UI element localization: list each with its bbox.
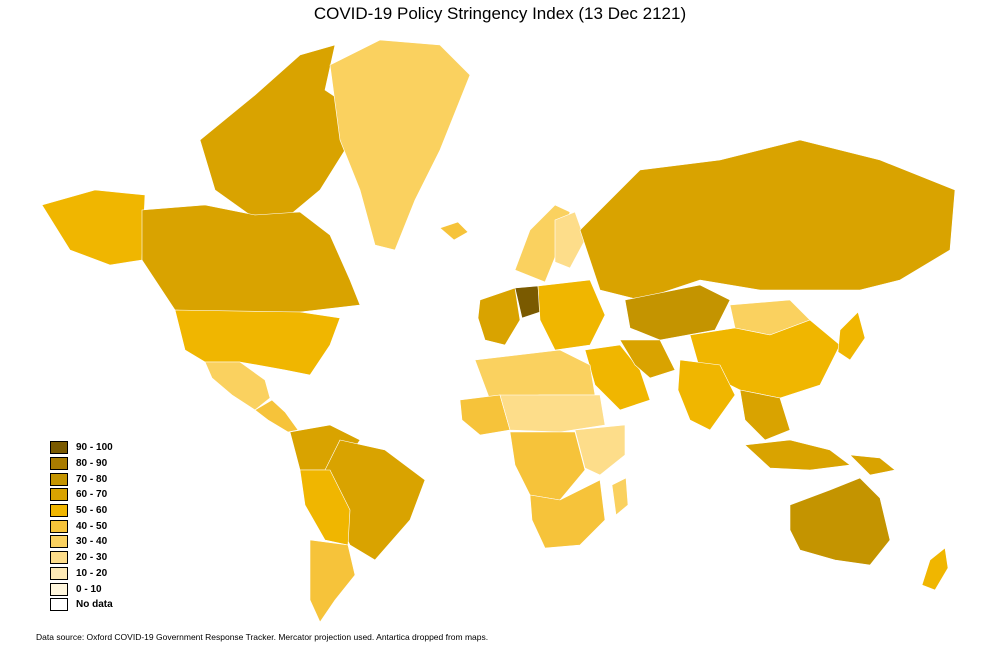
legend-swatch bbox=[50, 566, 68, 580]
region-east-africa[interactable] bbox=[574, 424, 626, 476]
legend-swatch bbox=[50, 457, 68, 471]
legend-item: 20 - 30 bbox=[50, 550, 113, 566]
region-sahel[interactable] bbox=[499, 394, 606, 433]
region-japan[interactable] bbox=[837, 311, 866, 361]
region-chile-argentina[interactable] bbox=[309, 539, 356, 623]
region-west-africa[interactable] bbox=[459, 394, 511, 436]
legend-label: 20 - 30 bbox=[76, 552, 108, 564]
legend-item: 30 - 40 bbox=[50, 534, 113, 550]
region-eastern-europe[interactable] bbox=[537, 279, 606, 351]
legend-item: 0 - 10 bbox=[50, 581, 113, 597]
legend-swatch bbox=[50, 488, 68, 502]
legend-item: No data bbox=[50, 597, 113, 613]
legend-label: 40 - 50 bbox=[76, 520, 108, 532]
region-united-states[interactable] bbox=[174, 309, 341, 376]
legend-label: 90 - 100 bbox=[76, 442, 113, 454]
region-middle-east[interactable] bbox=[584, 344, 651, 411]
region-kazakhstan[interactable] bbox=[624, 284, 731, 341]
legend-swatch bbox=[50, 535, 68, 549]
region-finland[interactable] bbox=[554, 211, 586, 269]
legend-label: 0 - 10 bbox=[76, 583, 102, 595]
region-southern-africa[interactable] bbox=[529, 479, 606, 549]
legend-item: 10 - 20 bbox=[50, 566, 113, 582]
legend-label: 70 - 80 bbox=[76, 473, 108, 485]
region-russia[interactable] bbox=[579, 139, 956, 301]
legend-item: 50 - 60 bbox=[50, 503, 113, 519]
legend-item: 80 - 90 bbox=[50, 456, 113, 472]
region-north-africa[interactable] bbox=[474, 349, 596, 401]
region-new-zealand[interactable] bbox=[921, 547, 949, 591]
region-central-africa[interactable] bbox=[509, 431, 586, 501]
legend-label: No data bbox=[76, 599, 113, 611]
legend-item: 90 - 100 bbox=[50, 440, 113, 456]
region-indonesia[interactable] bbox=[744, 439, 851, 471]
legend-label: 80 - 90 bbox=[76, 458, 108, 470]
region-papua[interactable] bbox=[849, 454, 896, 476]
region-canada[interactable] bbox=[141, 204, 361, 313]
legend-swatch bbox=[50, 504, 68, 518]
region-alaska[interactable] bbox=[41, 189, 146, 266]
source-note: Data source: Oxford COVID-19 Government … bbox=[36, 632, 489, 642]
map-title: COVID-19 Policy Stringency Index (13 Dec… bbox=[313, 4, 687, 23]
region-southeast-asia[interactable] bbox=[739, 389, 791, 441]
legend-swatch bbox=[50, 519, 68, 533]
region-australia[interactable] bbox=[789, 477, 891, 566]
region-western-europe[interactable] bbox=[477, 287, 521, 346]
map-legend: 90 - 100 80 - 90 70 - 80 60 - 70 50 - 60… bbox=[50, 440, 113, 613]
legend-label: 50 - 60 bbox=[76, 505, 108, 517]
region-iceland[interactable] bbox=[439, 221, 469, 241]
legend-label: 60 - 70 bbox=[76, 489, 108, 501]
region-iran[interactable] bbox=[619, 339, 676, 379]
legend-label: 10 - 20 bbox=[76, 567, 108, 579]
region-madagascar[interactable] bbox=[611, 477, 629, 516]
legend-swatch bbox=[50, 582, 68, 596]
region-india[interactable] bbox=[677, 359, 736, 431]
legend-swatch bbox=[50, 598, 68, 612]
legend-swatch bbox=[50, 551, 68, 565]
legend-swatch bbox=[50, 441, 68, 455]
legend-item: 70 - 80 bbox=[50, 471, 113, 487]
region-mexico[interactable] bbox=[204, 361, 271, 411]
legend-item: 60 - 70 bbox=[50, 487, 113, 503]
legend-item: 40 - 50 bbox=[50, 518, 113, 534]
region-central-america[interactable] bbox=[254, 399, 299, 433]
region-greenland[interactable] bbox=[329, 39, 471, 251]
legend-swatch bbox=[50, 472, 68, 486]
legend-label: 30 - 40 bbox=[76, 536, 108, 548]
